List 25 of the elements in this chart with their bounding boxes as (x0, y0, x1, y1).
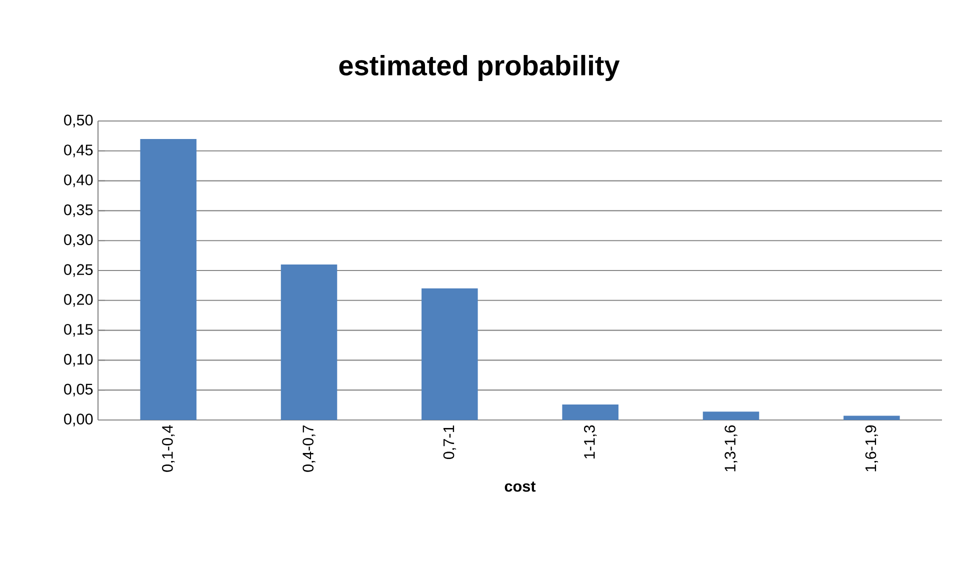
y-tick-label: 0,00 (64, 414, 93, 426)
bar (140, 138, 196, 420)
y-tick-label: 0,15 (64, 324, 93, 337)
y-tick-label: 0,20 (64, 294, 93, 307)
y-tick-label: 0,10 (64, 354, 93, 367)
bar (844, 416, 900, 420)
y-tick-label: 0,45 (64, 144, 93, 158)
y-tick-label: 0,50 (64, 114, 93, 128)
x-tick-label: 0,1-0,4 (162, 425, 175, 472)
x-tick-label: 0,4-0,7 (302, 425, 316, 472)
bar (562, 404, 618, 420)
chart-title: estimated probability (339, 54, 620, 82)
y-tick-label: 0,40 (64, 174, 93, 188)
y-tick-label: 0,35 (64, 204, 93, 218)
x-tick-label: 1-1,3 (584, 425, 597, 458)
bar (702, 412, 760, 420)
bar (280, 264, 338, 420)
x-axis-title: cost (504, 482, 536, 492)
y-tick-label: 0,05 (64, 384, 93, 396)
x-tick-label: 1,3-1,6 (724, 425, 738, 472)
x-tick-label: 0,7-1 (443, 425, 456, 460)
y-tick-label: 0,30 (64, 234, 93, 247)
y-tick-label: 0,25 (64, 264, 93, 277)
bar (422, 288, 478, 420)
x-tick-label: 1,6-1,9 (865, 425, 878, 472)
